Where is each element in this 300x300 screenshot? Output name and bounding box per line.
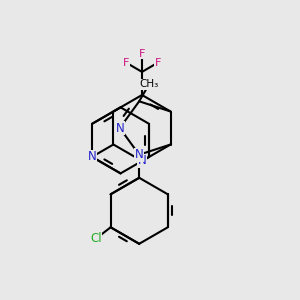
- Text: F: F: [123, 58, 129, 68]
- Text: F: F: [139, 49, 145, 59]
- Text: N: N: [116, 122, 124, 134]
- Text: N: N: [138, 154, 146, 167]
- Text: N: N: [135, 148, 144, 161]
- Text: N: N: [88, 150, 96, 164]
- Text: CH₃: CH₃: [140, 79, 159, 89]
- Text: F: F: [155, 58, 161, 68]
- Text: Cl: Cl: [90, 232, 102, 245]
